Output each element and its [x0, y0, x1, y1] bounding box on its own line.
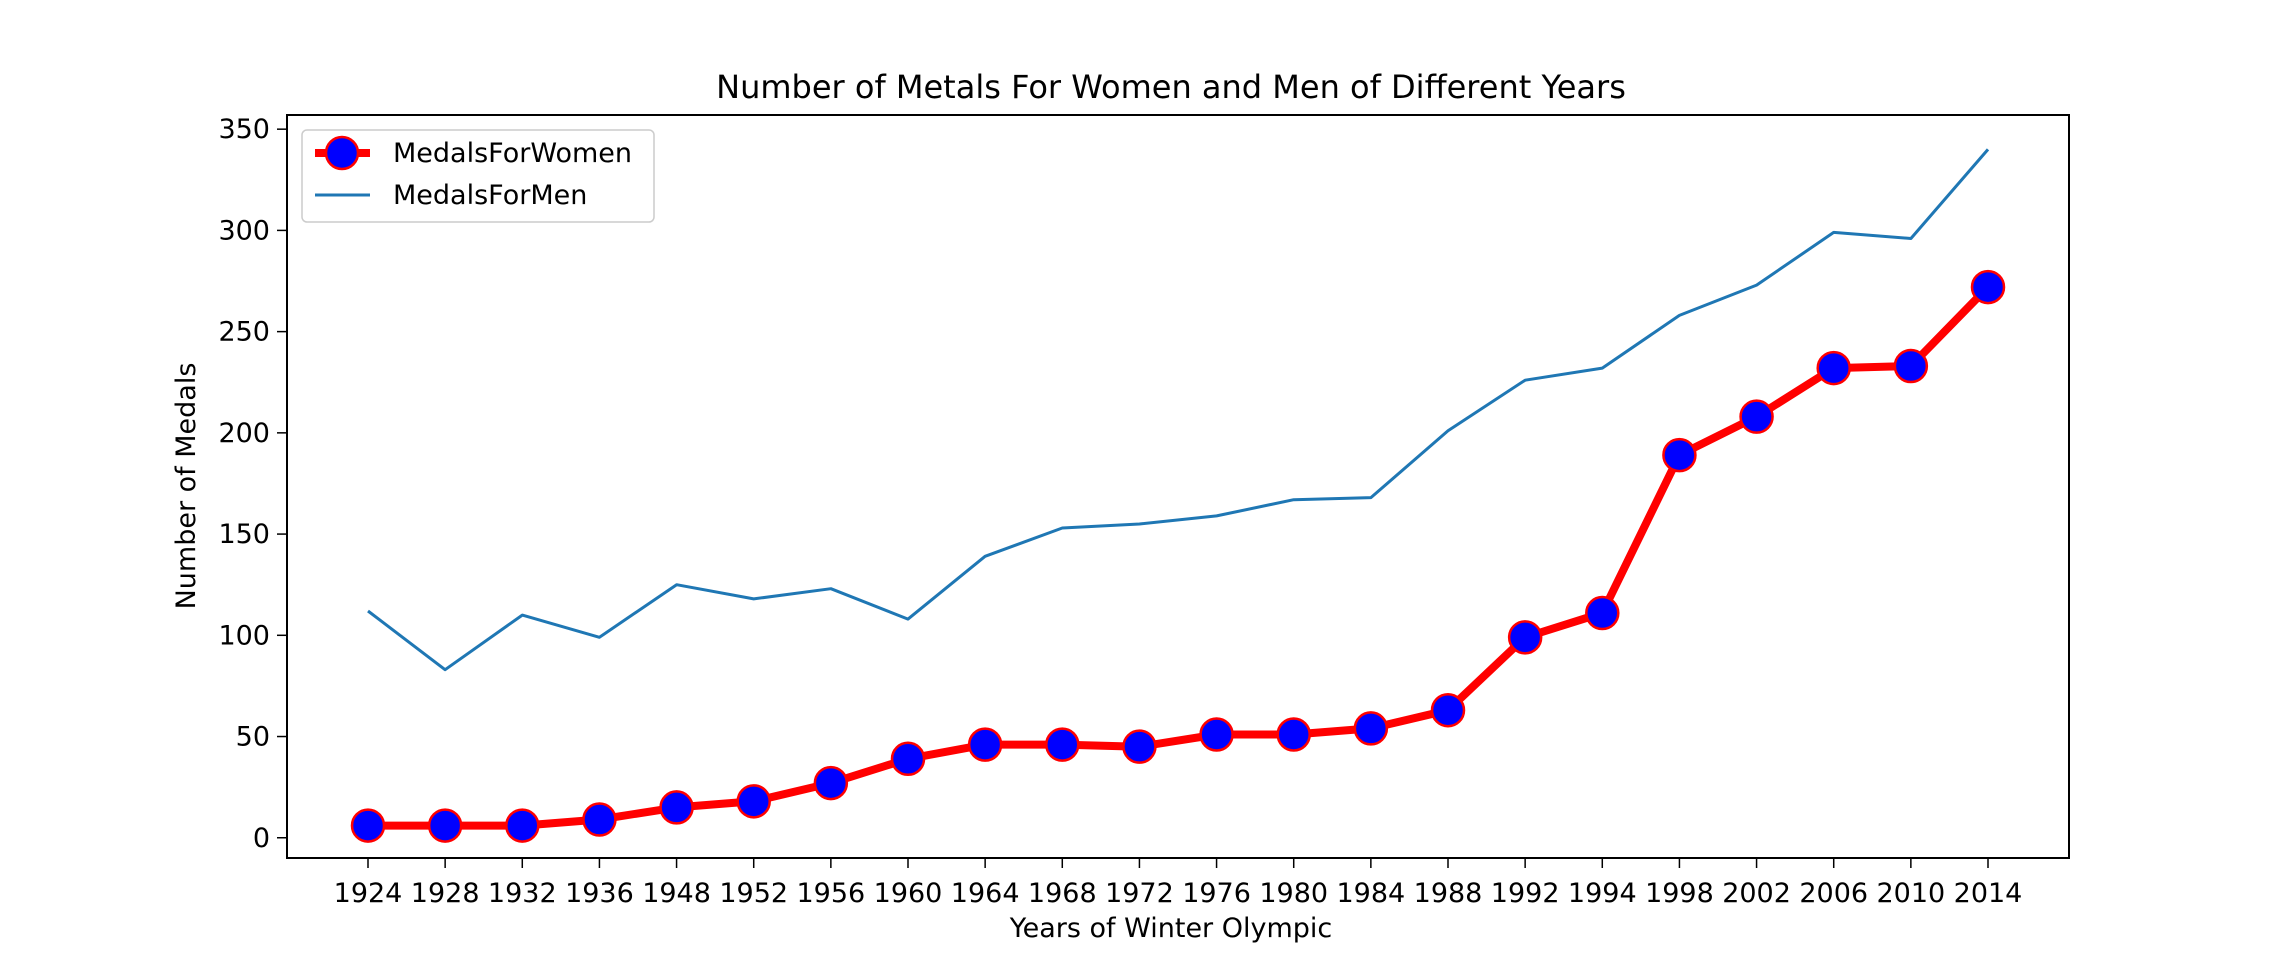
- data-point-women: [967, 727, 1003, 762]
- x-tick-label: 1976: [1182, 878, 1251, 909]
- data-point-women: [1816, 350, 1851, 386]
- data-point-women: [1662, 437, 1697, 473]
- x-tick-label: 1960: [874, 878, 943, 909]
- x-tick-label: 1972: [1105, 878, 1174, 909]
- x-tick-label: 1984: [1336, 878, 1405, 909]
- data-point-women: [1045, 727, 1080, 762]
- y-tick-label: 100: [218, 620, 270, 651]
- y-tick-label: 200: [218, 418, 270, 449]
- legend-label-women: MedalsForWomen: [393, 138, 632, 169]
- x-tick-label: 1948: [642, 878, 711, 909]
- x-tick-label: 1980: [1259, 878, 1328, 909]
- data-point-women: [1970, 269, 2006, 305]
- x-tick-label: 2002: [1722, 878, 1791, 909]
- x-tick-label: 1924: [334, 878, 403, 909]
- data-point-women: [582, 802, 617, 837]
- x-tick-label: 2014: [1954, 878, 2023, 909]
- data-point-women: [427, 808, 463, 843]
- series-line-men: [367, 148, 1990, 672]
- x-tick-label: 1928: [411, 878, 480, 909]
- y-tick-label: 350: [218, 114, 270, 145]
- x-tick-label: 1992: [1491, 878, 1560, 909]
- data-point-women: [350, 808, 386, 843]
- legend-label-men: MedalsForMen: [393, 180, 587, 211]
- data-point-women: [1122, 729, 1157, 764]
- y-tick-label: 300: [218, 215, 270, 246]
- data-point-women: [813, 765, 849, 801]
- data-point-women: [736, 784, 771, 819]
- plot-area: 0 50 100 150 200 250 300 350 1924 1928 1932 1936 194…: [218, 114, 2070, 909]
- chart-title: Number of Metals For Women and Men of Di…: [716, 68, 1626, 106]
- legend-marker-women: [324, 135, 360, 171]
- x-tick-label: 1968: [1028, 878, 1097, 909]
- y-axis-title: Number of Medals: [171, 363, 202, 610]
- x-tick-label: 1952: [719, 878, 788, 909]
- y-tick-label: 150: [218, 519, 270, 550]
- x-tick-label: 1994: [1568, 878, 1637, 909]
- data-point-women: [1430, 692, 1466, 728]
- x-tick-label: 2006: [1799, 878, 1868, 909]
- data-point-women: [890, 741, 926, 777]
- legend-box: [301, 129, 655, 223]
- series-line-women: [368, 284, 1991, 830]
- x-tick-label: 1936: [565, 878, 634, 909]
- data-point-women: [1353, 711, 1389, 746]
- data-point-women: [505, 808, 540, 843]
- x-tick-label: 1998: [1645, 878, 1714, 909]
- data-point-women: [1739, 399, 1774, 434]
- data-point-women: [659, 790, 694, 825]
- data-point-women: [1276, 717, 1311, 752]
- y-tick-label: 250: [218, 317, 270, 348]
- data-point-women: [1507, 620, 1543, 655]
- x-tick-label: 1988: [1414, 878, 1483, 909]
- x-tick-label: 2010: [1876, 878, 1945, 909]
- x-tick-label: 1956: [796, 878, 865, 909]
- x-axis-title: Years of Winter Olympic: [1009, 913, 1333, 944]
- data-point-women: [1893, 348, 1929, 384]
- y-tick-label: 50: [236, 722, 270, 753]
- legend: MedalsForWomen MedalsForMen: [301, 129, 655, 223]
- data-point-women: [1585, 595, 1620, 631]
- plot-frame: [286, 114, 2070, 859]
- y-tick-label: 0: [253, 823, 270, 854]
- x-tick-label: 1964: [951, 878, 1020, 909]
- data-point-women: [1199, 717, 1234, 752]
- x-tick-label: 1932: [488, 878, 557, 909]
